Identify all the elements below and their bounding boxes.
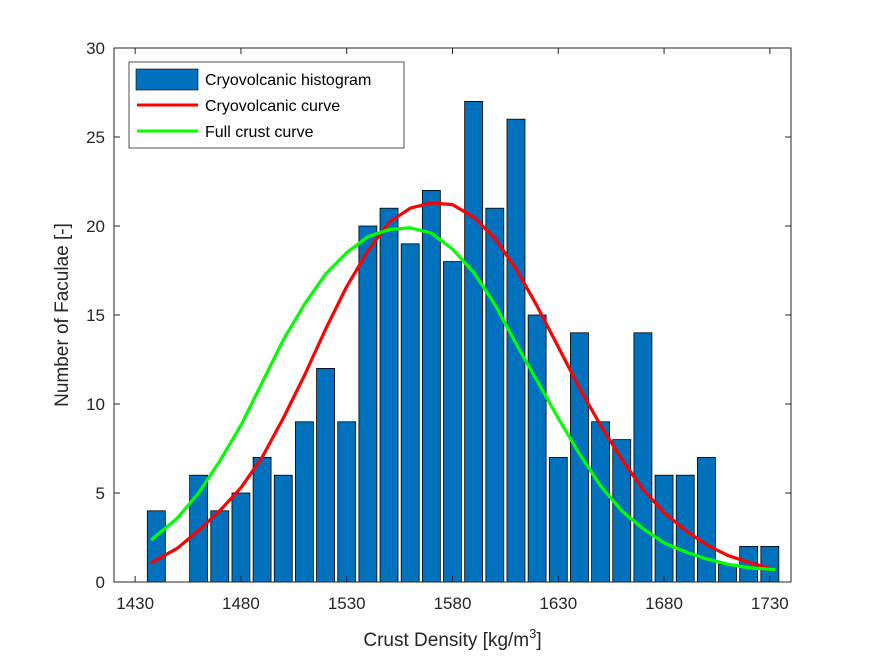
histogram-bar: [358, 225, 378, 583]
y-tick-label: 10: [86, 395, 105, 414]
histogram-bar: [273, 474, 293, 583]
legend: Cryovolcanic histogram Cryovolcanic curv…: [128, 61, 405, 149]
histogram-bar: [146, 510, 166, 583]
histogram-bar: [506, 118, 526, 583]
x-tick-label: 1680: [645, 594, 683, 613]
histogram-bar: [295, 421, 314, 583]
histogram-bar: [421, 189, 441, 583]
x-tick-label: 1430: [116, 594, 154, 613]
histogram-bars: [146, 101, 780, 583]
histogram-bar: [443, 261, 462, 583]
x-tick-label: 1480: [222, 594, 260, 613]
legend-label-histogram: Cryovolcanic histogram: [205, 72, 371, 89]
histogram-bar: [400, 243, 420, 583]
y-tick-label: 0: [96, 573, 105, 592]
histogram-bar: [548, 456, 568, 583]
histogram-bar: [527, 314, 547, 583]
y-tick-label: 30: [86, 39, 105, 58]
histogram-bar: [696, 456, 716, 583]
histogram-bar: [633, 332, 653, 583]
x-tick-label: 1530: [328, 594, 366, 613]
x-axis-title: Crust Density [kg/m3]: [363, 626, 541, 651]
y-tick-label: 25: [86, 128, 105, 147]
x-axis-title-superscript: 3: [529, 626, 536, 641]
y-tick-label: 15: [86, 306, 105, 325]
histogram-bar: [231, 492, 251, 583]
histogram-bar: [337, 421, 357, 583]
cryovolcanic-curve-line: [150, 201, 776, 572]
legend-swatch-histogram: [135, 68, 199, 91]
x-tick-label: 1580: [434, 594, 472, 613]
y-tick-label: 20: [86, 217, 105, 236]
legend-label-cryovolcanic-curve: Cryovolcanic curve: [205, 98, 340, 115]
legend-label-full-crust-curve: Full crust curve: [205, 124, 314, 141]
histogram-bar: [252, 456, 272, 583]
histogram-bar: [570, 332, 589, 583]
histogram-bar: [654, 474, 674, 583]
y-axis-ticks: 0 5 10 15 20 25 30: [86, 39, 791, 592]
histogram-bar: [316, 367, 335, 583]
curve-lines: [150, 201, 776, 572]
y-tick-label: 5: [96, 484, 105, 503]
histogram-bar: [591, 421, 610, 583]
x-tick-label: 1730: [751, 594, 789, 613]
x-axis-ticks: 1430 1480 1530 1580 1630 1680 1730: [116, 48, 789, 613]
histogram-bar: [379, 207, 399, 583]
histogram-bar: [485, 207, 505, 583]
x-tick-label: 1630: [539, 594, 577, 613]
histogram-bar: [464, 101, 484, 583]
y-axis-title: Number of Faculae [-]: [52, 223, 73, 407]
histogram-bar: [210, 510, 230, 583]
full-crust-curve-line: [150, 226, 776, 572]
